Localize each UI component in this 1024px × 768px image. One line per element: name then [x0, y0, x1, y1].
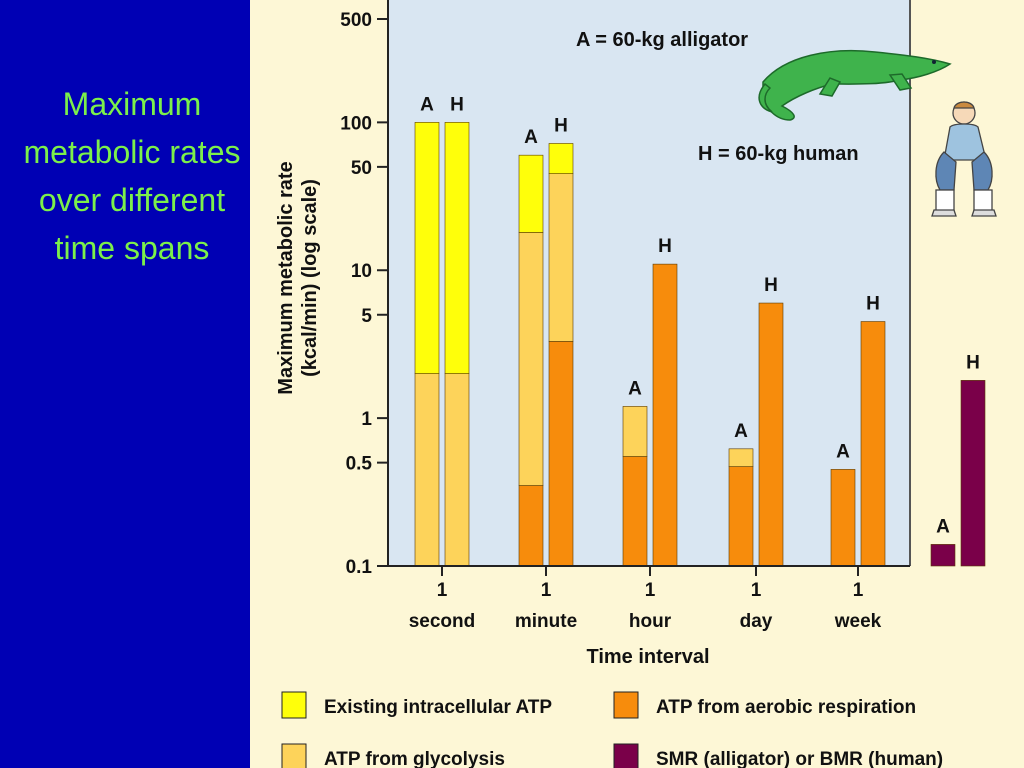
alligator-annotation: A = 60-kg alligator	[576, 29, 748, 51]
y-tick-label: 500	[340, 10, 372, 31]
y-tick-label: 0.5	[346, 454, 373, 475]
bar-segment-aerobic	[728, 466, 754, 567]
bar-segment-existing-atp	[518, 154, 544, 233]
legend: Existing intracellular ATP ATP from aerob…	[281, 691, 943, 768]
bar-letter-label: A	[628, 378, 642, 399]
legend-label: SMR (alligator) or BMR (human)	[656, 749, 943, 768]
bar-letter-label: A	[936, 516, 950, 537]
bar-segment-aerobic	[860, 321, 886, 567]
bar-letter-label: H	[450, 94, 464, 115]
alligator-illustration	[758, 49, 952, 121]
bar-segment-glycolysis	[622, 406, 648, 457]
bar-letter-label: H	[764, 275, 778, 296]
x-category-label: hour	[629, 611, 672, 632]
bar-segment-smr-bmr	[930, 544, 956, 567]
bar-segment-aerobic	[518, 485, 544, 567]
legend-swatch-glycolysis	[281, 743, 307, 768]
y-tick-label: 10	[351, 261, 372, 282]
y-tick-label: 50	[351, 158, 372, 179]
x-category-number: 1	[541, 580, 552, 601]
y-tick-label: 0.1	[346, 557, 373, 578]
x-category-label: day	[740, 611, 773, 632]
x-category-number: 1	[853, 580, 864, 601]
slide-title: Maximum metabolic rates over different t…	[23, 86, 241, 266]
y-ticks: 500 100 50 10 5 1 0.5 0.1	[340, 10, 388, 578]
bar-segment-aerobic	[758, 302, 784, 567]
bar-segment-glycolysis	[414, 373, 440, 567]
seated-human-illustration	[931, 101, 997, 217]
bar-letter-label: A	[420, 94, 434, 115]
bar-letter-label: H	[658, 236, 672, 257]
bar-segment-glycolysis	[518, 232, 544, 486]
y-tick-label: 1	[361, 409, 372, 430]
bar-segment-aerobic	[548, 341, 574, 567]
legend-label: ATP from glycolysis	[324, 749, 505, 768]
y-tick-label: 5	[361, 306, 372, 327]
legend-label: Existing intracellular ATP	[324, 697, 552, 718]
legend-label: ATP from aerobic respiration	[656, 697, 916, 718]
legend-swatch-smr-bmr	[613, 743, 639, 768]
bar-segment-glycolysis	[444, 373, 470, 567]
x-category-label: week	[834, 611, 882, 632]
x-category-number: 1	[751, 580, 762, 601]
x-category-number: 1	[437, 580, 448, 601]
bar-segment-smr-bmr	[960, 380, 986, 567]
legend-swatch-aerobic	[613, 691, 639, 719]
bar-segment-aerobic	[830, 469, 856, 567]
y-axis-label-line2: (kcal/min) (log scale)	[299, 179, 321, 377]
bar-letter-label: A	[836, 441, 850, 462]
x-axis-label: Time interval	[586, 646, 709, 668]
bar-segment-aerobic	[622, 456, 648, 567]
x-category-number: 1	[645, 580, 656, 601]
y-axis-label-line1: Maximum metabolic rate	[275, 161, 297, 394]
bar-segment-existing-atp	[548, 143, 574, 174]
bar-segment-aerobic	[652, 263, 678, 567]
y-tick-label: 100	[340, 113, 372, 134]
bar-segment-glycolysis	[548, 173, 574, 342]
bar-letter-label: H	[554, 115, 568, 136]
x-categories: 1 second 1 minute 1 hour 1 day 1 week	[409, 566, 882, 632]
x-category-label: minute	[515, 611, 577, 632]
bar-segment-existing-atp	[444, 122, 470, 374]
human-annotation: H = 60-kg human	[698, 143, 859, 165]
x-category-label: second	[409, 611, 476, 632]
bar-letter-label: H	[866, 294, 880, 315]
legend-swatch-existing-atp	[281, 691, 307, 719]
bar-letter-label: A	[524, 127, 538, 148]
bar-segment-glycolysis	[728, 448, 754, 467]
bar-letter-label: H	[966, 352, 980, 373]
bar-segment-existing-atp	[414, 122, 440, 374]
bar-letter-label: A	[734, 421, 748, 442]
